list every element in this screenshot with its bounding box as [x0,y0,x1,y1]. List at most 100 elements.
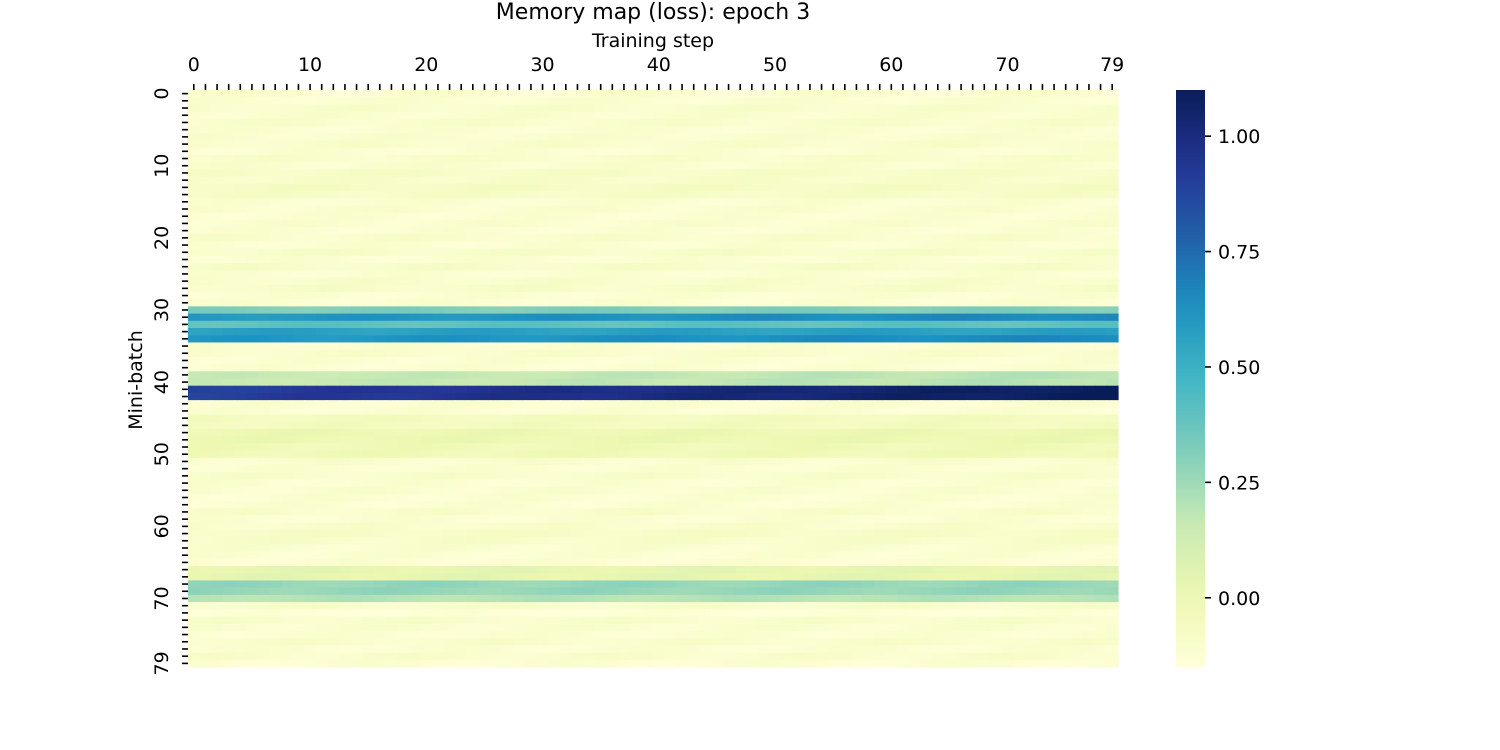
heatmap-cell [746,306,759,315]
heatmap-cell [780,421,794,430]
heatmap-cell [397,457,410,466]
heatmap-cell [501,140,515,149]
heatmap-cell [653,472,666,481]
heatmap-cell [839,219,852,228]
heatmap-cell [536,248,549,257]
heatmap-cell [420,277,433,286]
heatmap-cell [629,342,642,351]
heatmap-cell [315,443,329,452]
heatmap-cell [1013,508,1026,517]
heatmap-cell [932,183,945,192]
heatmap-cell [211,421,224,430]
heatmap-cell [257,508,270,517]
heatmap-cell [932,277,945,286]
heatmap-cell [664,176,677,185]
heatmap-cell [885,320,898,329]
heatmap-cell [862,306,875,315]
heatmap-cell [1059,169,1073,178]
heatmap-cell [862,378,875,387]
heatmap-cell [525,479,538,488]
heatmap-cell [1048,407,1061,416]
heatmap-cell [327,522,340,531]
heatmap-cell [385,450,398,459]
heatmap-cell [478,522,491,531]
heatmap-cell [815,104,828,113]
heatmap-cell [943,407,956,416]
heatmap-cell [734,212,747,221]
heatmap-cell [908,270,921,279]
heatmap-cell [978,421,991,430]
heatmap-cell [943,104,956,113]
heatmap-cell [315,501,329,509]
heatmap-cell [408,190,422,199]
heatmap-cell [525,277,538,286]
heatmap-cell [908,277,921,286]
heatmap-cell [815,371,828,380]
heatmap-cell [641,364,654,372]
heatmap-cell [350,111,363,120]
heatmap-cell [513,378,526,387]
heatmap-cell [374,90,387,98]
heatmap-cell [234,147,247,156]
heatmap-cell [850,313,863,322]
heatmap-cell [583,508,596,517]
heatmap-cell [664,349,677,358]
heatmap-cell [408,364,422,372]
heatmap-cell [932,147,945,156]
heatmap-cell [548,450,561,459]
heatmap-cell [897,407,910,416]
heatmap-cell [269,515,282,524]
heatmap-cell [513,97,526,106]
heatmap-cell [490,154,503,163]
heatmap-cell [1013,133,1026,142]
heatmap-cell [188,284,201,293]
heatmap-cell [315,349,329,358]
heatmap-cell [943,299,956,307]
heatmap-cell [420,118,433,127]
heatmap-cell [304,529,317,538]
heatmap-cell [246,234,259,243]
heatmap-cell [467,227,480,235]
heatmap-cell [304,364,317,372]
heatmap-cell [653,328,666,336]
heatmap-cell [1048,443,1061,452]
heatmap-cell [222,255,236,264]
heatmap-cell [1071,263,1084,271]
heatmap-cell [1094,126,1107,134]
heatmap-cell [583,400,596,408]
heatmap-cell [478,342,491,351]
heatmap-cell [432,133,445,142]
heatmap-cell [966,342,980,351]
heatmap-cell [269,263,282,271]
heatmap-cell [746,205,759,214]
heatmap-cell [1048,450,1061,459]
heatmap-cell [327,162,340,170]
heatmap-cell [978,522,991,531]
heatmap-cell [687,371,701,380]
x-axis-label: Training step [591,30,714,52]
heatmap-cell [281,529,294,538]
heatmap-cell [653,529,666,538]
heatmap-cell [653,97,666,106]
heatmap-cell [478,147,491,156]
heatmap-cell [571,198,584,206]
heatmap-cell [374,306,387,315]
heatmap-cell [606,299,619,307]
heatmap-cell [711,457,724,466]
heatmap-cell [397,356,410,365]
heatmap-cell [966,450,980,459]
heatmap-cell [978,342,991,351]
heatmap-cell [722,472,735,481]
heatmap-cell [664,342,677,351]
heatmap-cell [978,501,991,509]
heatmap-cell [432,515,445,524]
heatmap-cell [1106,183,1119,192]
heatmap-cell [1094,154,1107,163]
heatmap-cell [536,104,549,113]
heatmap-cell [234,111,247,120]
heatmap-cell [769,328,782,336]
heatmap-cell [199,90,212,98]
heatmap-cell [897,378,910,387]
heatmap-cell [1013,147,1026,156]
heatmap-cell [490,111,503,120]
